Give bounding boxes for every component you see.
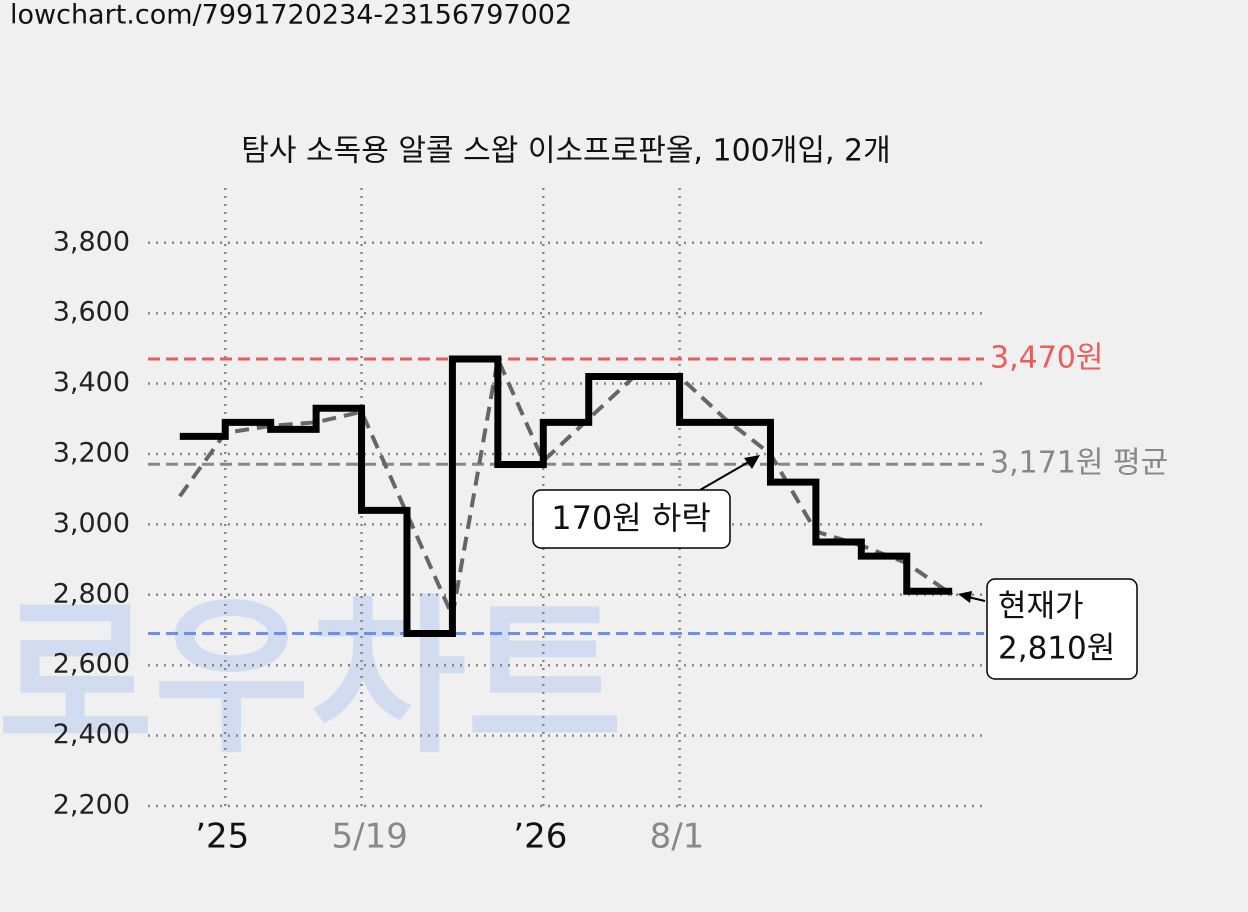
y-tick-label: 2,400	[53, 719, 130, 750]
x-tick-label: ’26	[513, 817, 567, 857]
chart-title: 탐사 소독용 알콜 스왑 이소프로판올, 100개입, 2개	[241, 134, 890, 169]
source-url: lowchart.com/7991720234-23156797002	[10, 0, 572, 31]
x-tick-label: 8/1	[650, 817, 705, 857]
y-tick-label: 2,600	[53, 649, 130, 680]
arrow-head	[744, 455, 760, 469]
x-tick-label: ’25	[195, 817, 249, 857]
y-tick-label: 3,200	[53, 438, 130, 469]
y-tick-label: 3,400	[53, 367, 130, 398]
y-tick-label: 2,200	[53, 790, 130, 821]
price-line	[179, 355, 953, 638]
trend-line	[178, 352, 954, 623]
note-box	[532, 489, 731, 549]
x-tick-label: 5/19	[332, 817, 408, 857]
arrow	[699, 459, 753, 491]
reference-label: 3,470원	[990, 340, 1103, 375]
note-box	[986, 578, 1138, 680]
y-tick-label: 3,000	[53, 508, 130, 539]
y-tick-label: 3,800	[53, 226, 130, 257]
reference-label: 3,171원 평균	[990, 446, 1168, 481]
current-note: 2,810원	[998, 631, 1115, 667]
watermark: 로우차트	[0, 579, 623, 777]
drop-note: 170원 하락	[551, 499, 711, 537]
current-note: 현재가	[998, 589, 1084, 625]
arrow-head	[958, 591, 972, 603]
y-tick-label: 3,600	[53, 297, 130, 328]
y-tick-label: 2,800	[53, 578, 130, 609]
